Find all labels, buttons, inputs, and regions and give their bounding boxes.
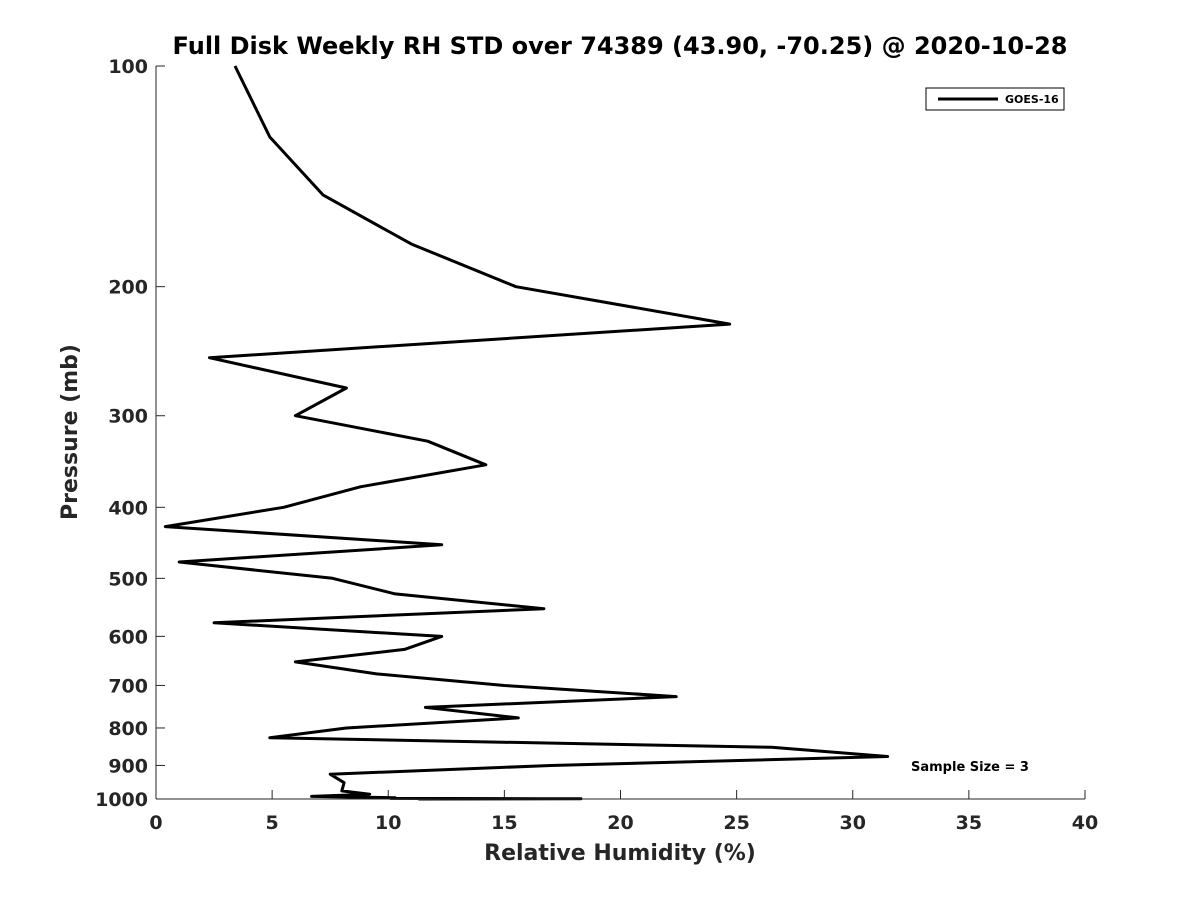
x-tick-label: 35 xyxy=(956,812,982,834)
x-tick-label: 5 xyxy=(266,812,279,834)
sample-size-annotation: Sample Size = 3 xyxy=(911,760,1029,775)
legend: GOES-16 xyxy=(925,87,1065,111)
x-tick-label: 25 xyxy=(723,812,749,834)
axes-frame xyxy=(155,66,1085,800)
x-axis: 0 5 10 15 20 25 30 35 40 xyxy=(149,790,1098,834)
x-axis-label: Relative Humidity (%) xyxy=(484,841,756,866)
y-tick-label: 200 xyxy=(108,277,148,299)
x-tick-label: 20 xyxy=(607,812,633,834)
y-tick-label: 100 xyxy=(108,56,148,78)
x-tick-label: 30 xyxy=(840,812,866,834)
x-tick-label: 0 xyxy=(149,812,162,834)
x-tick-label: 10 xyxy=(375,812,401,834)
legend-label: GOES-16 xyxy=(1005,93,1059,106)
series-line-goes-16 xyxy=(163,65,890,801)
y-tick-label: 500 xyxy=(108,568,148,590)
chart-title: Full Disk Weekly RH STD over 74389 (43.9… xyxy=(173,32,1068,60)
y-tick-label: 600 xyxy=(108,626,148,648)
plot-area xyxy=(156,66,1085,799)
x-tick-label: 40 xyxy=(1072,812,1098,834)
y-tick-label: 900 xyxy=(108,755,148,777)
y-tick-label: 300 xyxy=(108,406,148,428)
y-axis-label: Pressure (mb) xyxy=(58,344,83,520)
x-tick-label: 15 xyxy=(491,812,517,834)
y-tick-label: 800 xyxy=(108,718,148,740)
y-tick-label: 1000 xyxy=(95,789,148,811)
y-axis: 100 200 300 400 500 600 700 800 900 1000 xyxy=(95,56,165,811)
y-tick-label: 400 xyxy=(108,497,148,519)
y-tick-label: 700 xyxy=(108,675,148,697)
